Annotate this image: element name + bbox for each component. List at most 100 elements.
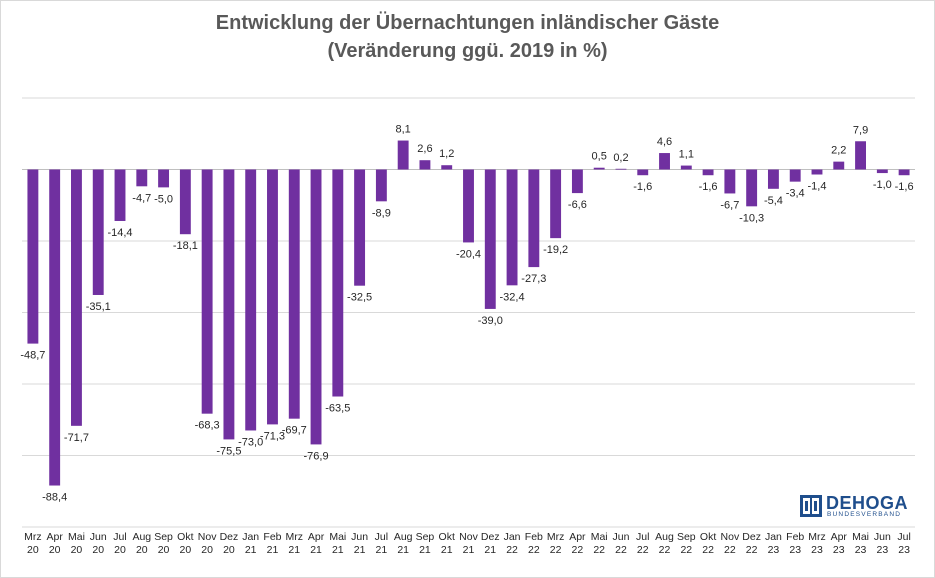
data-label: -71,7 xyxy=(64,432,89,444)
tick-label-month: Sep xyxy=(677,531,696,543)
tick-label-year: 22 xyxy=(680,544,692,556)
tick-label-year: 20 xyxy=(71,544,83,556)
data-label: 1,1 xyxy=(679,149,694,161)
bar xyxy=(528,169,540,268)
tick-label-month: Mrz xyxy=(286,531,304,543)
tick-label-year: 23 xyxy=(789,544,801,556)
tick-label-year: 23 xyxy=(898,544,910,556)
tick-label-year: 22 xyxy=(702,544,714,556)
bar xyxy=(571,169,583,194)
tick-label-year: 23 xyxy=(855,544,867,556)
tick-label-month: Mai xyxy=(852,531,869,543)
tick-label-month: Jun xyxy=(612,531,629,543)
bar xyxy=(811,169,823,175)
tick-label-month: Jul xyxy=(113,531,126,543)
bar xyxy=(201,169,213,414)
bar xyxy=(158,169,170,188)
tick-label-year: 20 xyxy=(114,544,126,556)
tick-label-year: 22 xyxy=(659,544,671,556)
bar xyxy=(659,153,670,170)
data-label: -1,6 xyxy=(895,181,914,193)
data-label: -1,4 xyxy=(808,181,827,193)
tick-label-year: 21 xyxy=(310,544,322,556)
tick-label-month: Okt xyxy=(177,531,193,543)
tick-label-year: 21 xyxy=(288,544,300,556)
data-label: -27,3 xyxy=(521,273,546,285)
tick-label-year: 20 xyxy=(27,544,39,556)
tick-label-month: Feb xyxy=(263,531,281,543)
logo-wordmark: DEHOGA xyxy=(826,493,909,513)
bar xyxy=(876,169,888,174)
tick-label-month: Apr xyxy=(308,531,325,543)
tick-label-month: Mai xyxy=(68,531,85,543)
tick-label-month: Apr xyxy=(46,531,63,543)
data-label: -88,4 xyxy=(42,492,67,504)
bar xyxy=(746,169,758,207)
tick-label-year: 22 xyxy=(637,544,649,556)
bar xyxy=(767,169,779,189)
chart-subtitle: (Veränderung ggü. 2019 in %) xyxy=(327,40,608,62)
bar xyxy=(615,168,627,170)
tick-label-year: 21 xyxy=(397,544,409,556)
tick-label-year: 20 xyxy=(92,544,104,556)
data-label: -48,7 xyxy=(20,350,45,362)
tick-label-month: Feb xyxy=(786,531,804,543)
data-label: 0,2 xyxy=(613,152,628,164)
tick-label-year: 20 xyxy=(136,544,148,556)
bar xyxy=(550,169,562,239)
tick-label-year: 23 xyxy=(768,544,780,556)
tick-label-year: 22 xyxy=(615,544,627,556)
tick-label-year: 20 xyxy=(49,544,61,556)
tick-label-month: Sep xyxy=(154,531,173,543)
tick-label-month: Feb xyxy=(525,531,543,543)
bar xyxy=(288,169,300,419)
tick-label-year: 23 xyxy=(876,544,888,556)
data-label: -19,2 xyxy=(543,244,568,256)
data-label: 2,2 xyxy=(831,145,846,157)
data-label: -63,5 xyxy=(325,403,350,415)
tick-label-month: Apr xyxy=(569,531,586,543)
bar xyxy=(92,169,104,295)
tick-label-year: 22 xyxy=(528,544,540,556)
tick-label-month: Jun xyxy=(351,531,368,543)
data-label: -71,3 xyxy=(260,430,285,442)
tick-label-month: Mrz xyxy=(547,531,565,543)
bar xyxy=(136,169,148,187)
bar xyxy=(724,169,736,194)
data-label: -8,9 xyxy=(372,207,391,219)
tick-label-month: Dez xyxy=(742,531,761,543)
bar xyxy=(441,165,453,170)
data-label: -1,6 xyxy=(699,181,718,193)
tick-label-month: Jun xyxy=(90,531,107,543)
tick-label-year: 21 xyxy=(354,544,366,556)
bar xyxy=(833,161,845,170)
bar xyxy=(71,169,82,426)
tick-label-month: Jan xyxy=(504,531,521,543)
data-label: -68,3 xyxy=(195,420,220,432)
tick-label-year: 20 xyxy=(223,544,235,556)
tick-label-month: Nov xyxy=(198,531,217,543)
bar xyxy=(267,169,278,425)
tick-label-year: 22 xyxy=(550,544,562,556)
data-label: -69,7 xyxy=(282,425,307,437)
data-label: -75,5 xyxy=(216,445,241,457)
bar xyxy=(375,169,387,202)
logo-subline: BUNDESVERBAND xyxy=(827,511,902,518)
tick-label-year: 23 xyxy=(811,544,823,556)
tick-label-year: 21 xyxy=(376,544,388,556)
tick-label-month: Jul xyxy=(636,531,649,543)
tick-label-month: Aug xyxy=(655,531,674,543)
tick-label-month: Mrz xyxy=(808,531,826,543)
chart-title: Entwicklung der Übernachtungen inländisc… xyxy=(215,12,720,34)
bar xyxy=(637,169,649,176)
tick-label-year: 21 xyxy=(267,544,279,556)
dehoga-emblem-icon xyxy=(800,495,822,517)
tick-label-month: Apr xyxy=(831,531,848,543)
bar xyxy=(463,169,474,243)
bar xyxy=(27,169,39,344)
tick-label-month: Mai xyxy=(329,531,346,543)
data-label: -3,4 xyxy=(786,188,805,200)
tick-label-year: 21 xyxy=(332,544,344,556)
tick-label-month: Aug xyxy=(132,531,151,543)
